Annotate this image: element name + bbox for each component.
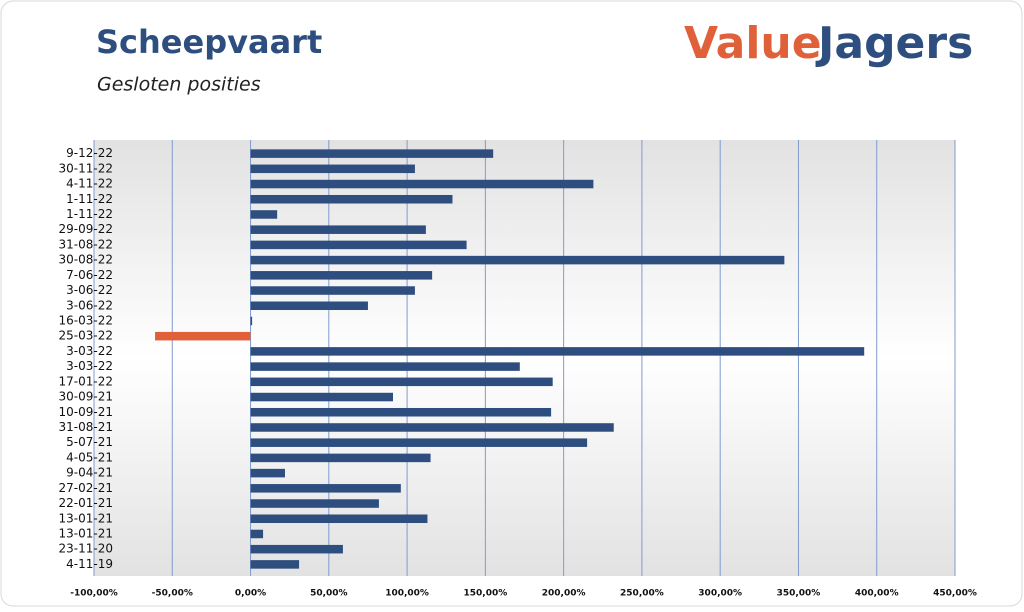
y-tick-label: 29-09-22 [59, 222, 113, 236]
bar [250, 514, 428, 524]
x-tick-label: -100,00% [70, 589, 117, 599]
x-tick-label: 450,00% [933, 589, 977, 599]
bar [250, 194, 453, 204]
y-tick-label: 22-01-21 [59, 496, 113, 510]
bar [250, 362, 520, 371]
bar [250, 301, 368, 311]
chart-title: Scheepvaart [96, 23, 322, 61]
y-tick-label: 5-07-21 [66, 435, 113, 449]
logo-first: Value [684, 18, 822, 69]
bar [250, 286, 415, 295]
x-tick-label: 250,00% [620, 589, 664, 599]
y-tick-label: 23-11-20 [59, 542, 113, 556]
y-tick-label: 9-12-22 [66, 146, 113, 160]
y-tick-label: 25-03-22 [59, 329, 113, 343]
y-tick-label: 17-01-22 [59, 374, 113, 388]
bar [250, 271, 433, 280]
y-tick-label: 10-09-21 [59, 405, 113, 419]
bar [250, 210, 278, 219]
bar [250, 453, 431, 463]
y-tick-label: 3-06-22 [66, 283, 113, 297]
x-tick-label: 50,00% [310, 589, 348, 599]
bar [250, 149, 494, 158]
y-tick-label: 31-08-21 [59, 420, 113, 434]
bar [250, 347, 865, 356]
x-tick-label: 350,00% [777, 589, 821, 599]
y-tick-label: 4-05-21 [66, 450, 113, 464]
y-tick-label: 13-01-21 [59, 526, 113, 540]
bar [250, 179, 594, 189]
bar [250, 255, 785, 265]
bar [250, 529, 264, 539]
bar [250, 225, 426, 234]
x-tick-label: 0,00% [235, 589, 266, 599]
y-tick-label: 30-08-22 [59, 253, 113, 267]
y-tick-label: 4-11-22 [66, 177, 113, 191]
bar [250, 499, 379, 508]
y-tick-label: 3-06-22 [66, 298, 113, 312]
y-tick-label: 13-01-21 [59, 511, 113, 525]
bar [250, 377, 553, 387]
y-tick-label: 4-11-19 [66, 557, 113, 571]
y-tick-label: 30-11-22 [59, 161, 113, 175]
y-tick-label: 31-08-22 [59, 237, 113, 251]
bar [250, 423, 614, 432]
y-tick-label: 27-02-21 [59, 481, 113, 495]
bar [250, 484, 401, 493]
y-tick-label: 1-11-22 [66, 207, 113, 221]
x-tick-label: 300,00% [698, 589, 742, 599]
bar [250, 316, 253, 326]
y-tick-label: 16-03-22 [59, 313, 113, 327]
bar [250, 468, 285, 478]
plot-area [94, 140, 955, 576]
bar [250, 438, 588, 447]
x-tick-label: 400,00% [855, 589, 899, 599]
bar [250, 392, 394, 402]
y-tick-label: 3-03-22 [66, 344, 113, 358]
bar [250, 164, 415, 174]
chart-subtitle: Gesloten posities [97, 74, 261, 96]
y-tick-label: 3-03-22 [66, 359, 113, 373]
x-tick-label: 100,00% [385, 589, 429, 599]
x-tick-label: 150,00% [463, 589, 507, 599]
y-tick-label: 30-09-21 [59, 390, 113, 404]
logo-second: Jagers [815, 18, 973, 69]
y-tick-label: 9-04-21 [66, 466, 113, 480]
bar [250, 240, 467, 250]
bar [250, 407, 552, 417]
x-tick-label: 200,00% [542, 589, 586, 599]
y-tick-label: 7-06-22 [66, 268, 113, 282]
bar [155, 331, 251, 341]
bar [250, 560, 300, 569]
y-tick-label: 1-11-22 [66, 192, 113, 206]
x-tick-label: -50,00% [152, 589, 193, 599]
bar [250, 544, 343, 554]
